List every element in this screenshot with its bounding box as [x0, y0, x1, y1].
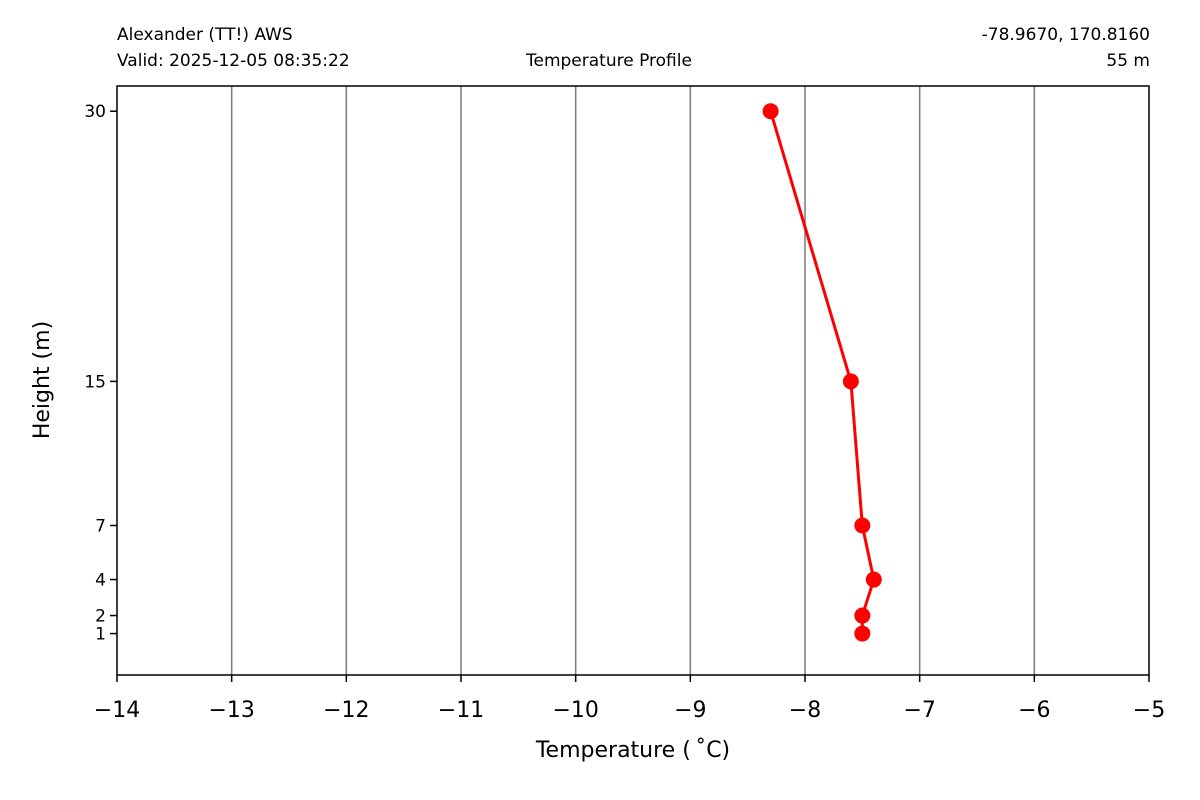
data-point	[762, 103, 779, 120]
station-elevation: 55 m	[1106, 51, 1150, 71]
x-tick-label: −10	[552, 698, 598, 723]
y-tick-label: 4	[95, 571, 106, 591]
data-point	[854, 517, 871, 534]
x-tick-label: −7	[903, 698, 935, 723]
plot-frame	[116, 85, 1150, 676]
data-point	[865, 571, 882, 588]
y-tick-label: 15	[84, 372, 106, 392]
y-tick-label: 2	[95, 607, 106, 627]
x-tick-label: −11	[438, 698, 484, 723]
series-layer	[762, 103, 882, 642]
x-axis-label: Temperature ( ˚C)	[535, 738, 730, 763]
data-point	[854, 607, 871, 624]
y-tick-label: 30	[84, 102, 106, 122]
x-tick-label: −13	[208, 698, 254, 723]
temperature-line	[769, 110, 876, 634]
chart-title: Temperature Profile	[526, 51, 692, 71]
x-axis: −14 −13 −12 −11 −10 −9 −8 −7 −6 −5	[94, 675, 1165, 723]
x-tick-label: −5	[1133, 698, 1165, 723]
data-point	[842, 373, 859, 390]
x-tick-label: −8	[789, 698, 821, 723]
x-tick-label: −14	[94, 698, 140, 723]
x-tick-label: −9	[674, 698, 706, 723]
station-coordinates: -78.9670, 170.8160	[981, 25, 1150, 45]
valid-time: Valid: 2025-12-05 08:35:22	[117, 51, 350, 71]
data-point	[854, 625, 871, 642]
y-tick-label: 7	[95, 516, 106, 536]
y-axis: 12 4 7 15 30	[84, 102, 117, 645]
y-tick-label: 1	[95, 625, 106, 645]
grid-lines	[230, 86, 1036, 675]
station-name: Alexander (TT!) AWS	[117, 25, 293, 45]
x-tick-label: −6	[1018, 698, 1050, 723]
y-axis-label: Height (m)	[30, 321, 55, 439]
x-tick-label: −12	[323, 698, 369, 723]
